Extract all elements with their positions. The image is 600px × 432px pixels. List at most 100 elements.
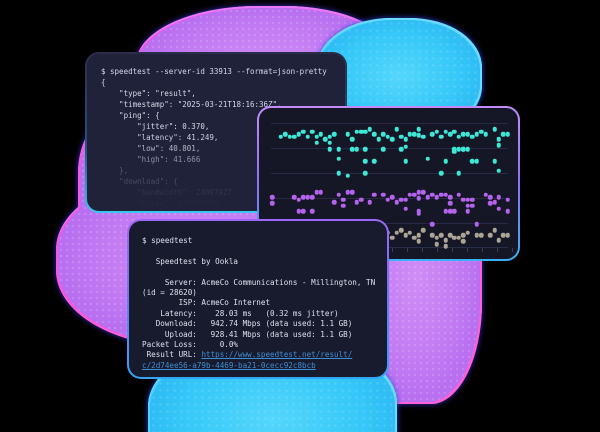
dot: [452, 129, 457, 134]
dot: [487, 200, 493, 206]
dot: [358, 197, 364, 202]
dot: [483, 192, 488, 197]
dot: [354, 146, 359, 152]
dot: [470, 203, 475, 208]
terminal-line: $ speedtest: [142, 236, 193, 245]
dot: [376, 136, 382, 142]
chart-axis-tick: [482, 248, 483, 252]
dot: [349, 189, 355, 195]
dot: [407, 230, 413, 235]
dot: [492, 158, 497, 164]
dot: [443, 243, 448, 249]
dot: [465, 208, 471, 214]
dot: [434, 241, 439, 247]
dot: [345, 173, 350, 178]
dot: [456, 170, 462, 176]
dot: [452, 208, 457, 214]
terminal-line: [142, 246, 374, 256]
terminal-line: Upload: 928.41 Mbps (data used: 1.1 GB): [142, 330, 374, 340]
terminal-line: Speedtest by Ookla: [142, 256, 239, 266]
dot: [403, 158, 408, 164]
dot: [367, 126, 373, 132]
dot: [425, 156, 430, 161]
dot: [447, 200, 453, 206]
terminal-line: Latency: 28.03 ms (0.32 ms jitter): [142, 309, 374, 319]
chart-axis-tick: [422, 248, 423, 252]
dot: [492, 199, 497, 205]
dot: [269, 194, 275, 200]
speedtest-terminal-window: $ speedtest Speedtest by Ookla Server: A…: [127, 219, 389, 379]
chart-axis-tick: [407, 248, 408, 252]
dot: [381, 146, 386, 152]
dot: [403, 197, 408, 202]
terminal-text: Result URL:: [142, 350, 202, 360]
dot: [394, 126, 399, 132]
dot: [483, 131, 488, 137]
dot: [443, 208, 448, 214]
terminal-text: ISP: AcmeCo Internet: [142, 298, 271, 308]
dot: [438, 170, 444, 176]
dot: [403, 144, 408, 149]
chart-gridline: [271, 173, 508, 174]
dot: [465, 146, 471, 152]
dot: [372, 158, 377, 164]
dot: [398, 227, 404, 233]
dot: [465, 230, 471, 235]
dot: [421, 227, 426, 233]
terminal-text: Latency: 28.03 ms (0.32 ms jitter): [142, 308, 339, 318]
result-url-link[interactable]: https://www.speedtest.net/result/: [201, 350, 353, 360]
dot: [487, 194, 493, 200]
dot: [438, 232, 444, 238]
terminal-line: Server: AcmeCo Communications - Millingt…: [142, 278, 375, 288]
dot: [403, 206, 408, 211]
terminal-text: Upload: 928.41 Mbps (data used: 1.1 GB): [142, 329, 353, 339]
dot: [372, 131, 377, 137]
terminal-line: Packet Loss: 0.0%: [142, 340, 374, 350]
dot: [438, 134, 444, 139]
terminal-line: "type": "result",: [101, 89, 196, 98]
dot: [327, 146, 333, 152]
dot: [492, 227, 497, 233]
dot: [496, 194, 502, 200]
dot: [336, 146, 341, 152]
dot: [363, 158, 368, 164]
dot: [492, 126, 497, 132]
dot: [501, 131, 506, 137]
dot: [505, 232, 511, 238]
dot: [474, 158, 479, 164]
dot: [474, 131, 479, 137]
dot: [416, 232, 422, 238]
dot: [416, 126, 422, 132]
dot: [367, 199, 373, 205]
dot: [389, 235, 395, 240]
dot: [349, 136, 355, 142]
chart-gridline: [271, 148, 508, 149]
dot: [496, 142, 502, 148]
chart-axis-tick: [392, 248, 393, 252]
dot: [345, 131, 350, 137]
dot: [363, 170, 368, 176]
terminal-line: {: [101, 78, 106, 87]
dot: [447, 194, 453, 200]
dot: [381, 192, 386, 197]
dot: [416, 211, 422, 216]
dot: [389, 136, 395, 142]
chart-gridline: [271, 123, 508, 124]
dot: [429, 221, 435, 227]
dot: [505, 208, 511, 214]
dot: [496, 237, 502, 243]
dot: [505, 131, 511, 137]
dot: [314, 140, 319, 145]
dot: [327, 140, 333, 145]
dot: [474, 221, 479, 227]
dot: [501, 232, 506, 238]
terminal-line: $ speedtest --server-id 33913 --format=j…: [101, 67, 327, 76]
dot: [487, 232, 493, 238]
result-url-link[interactable]: c/2d74ee56-a79b-4469-ba21-0cecc92c8bcb: [142, 360, 316, 370]
dot: [372, 192, 377, 197]
dot: [452, 146, 457, 152]
dot: [416, 195, 422, 201]
dot: [309, 208, 315, 214]
dot: [300, 208, 306, 214]
